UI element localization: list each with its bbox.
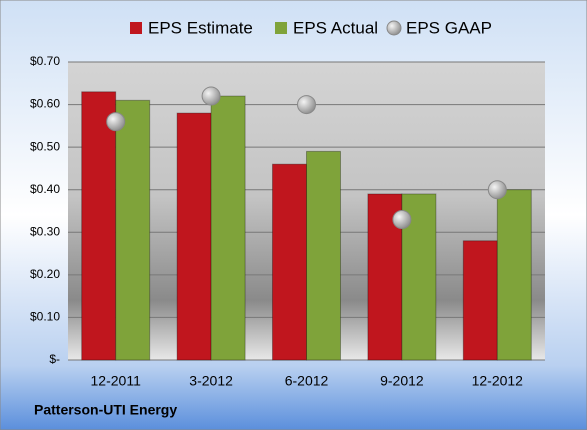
y-tick-label: $- [49,352,60,366]
marker [392,210,412,230]
x-tick-label: 6-2012 [285,373,329,389]
chart-title: Patterson-UTI Energy [34,402,177,418]
bar [496,189,532,361]
marker [106,112,126,132]
y-tick-label: $0.20 [30,267,60,281]
marker [297,95,316,115]
bar [81,91,117,361]
y-tick-label: $0.30 [30,224,60,238]
x-tick-label: 3-2012 [189,373,233,389]
legend-swatch [130,22,142,34]
bar [401,193,437,361]
legend-swatch [386,20,402,36]
x-tick-label: 12-2011 [91,373,142,389]
y-tick-label: $0.50 [30,139,60,153]
bar [272,163,307,361]
bar [115,99,151,361]
legend-label: EPS GAAP [406,18,492,37]
bar [210,95,246,361]
bar [176,112,212,361]
bar [306,150,341,361]
bar [462,240,498,361]
legend-label: EPS Estimate [148,18,253,37]
x-tick-label: 12-2012 [472,373,524,389]
legend-label: EPS Actual [293,18,378,37]
x-tick-label: 9-2012 [380,373,424,389]
y-tick-label: $0.40 [30,182,60,196]
y-tick-label: $0.60 [30,97,60,111]
marker [201,86,221,106]
legend-swatch [275,22,287,34]
marker [487,180,507,200]
y-tick-label: $0.10 [30,310,60,324]
y-tick-label: $0.70 [30,54,60,68]
